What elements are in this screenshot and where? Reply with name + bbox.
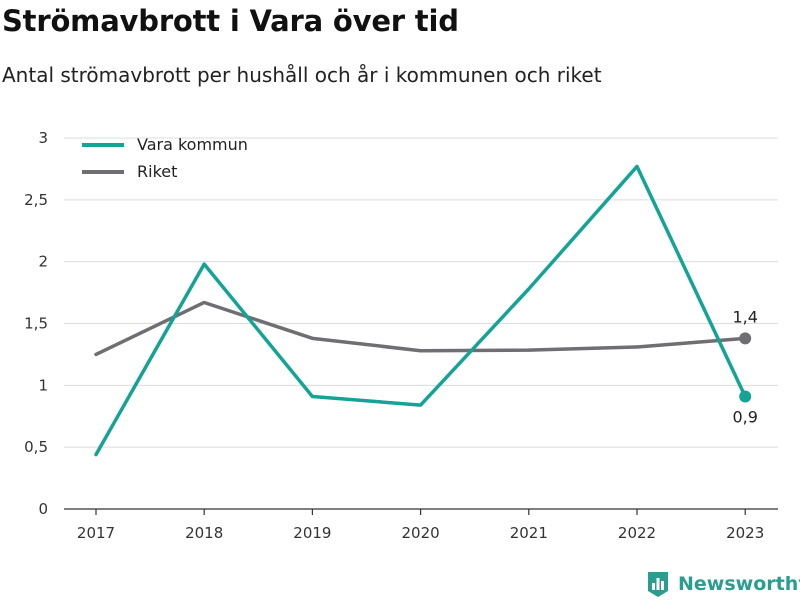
y-tick-label: 3 [38, 129, 48, 147]
y-tick-label: 1 [38, 376, 48, 394]
x-tick-label: 2022 [618, 524, 656, 542]
chart-title: Strömavbrott i Vara över tid [2, 4, 459, 38]
legend-label-riket: Riket [137, 162, 177, 181]
y-tick-label: 2 [38, 253, 48, 271]
x-tick-label: 2019 [293, 524, 331, 542]
end-point-riket [739, 332, 752, 345]
end-point-vara [739, 390, 752, 403]
legend-label-vara: Vara kommun [137, 135, 248, 154]
chart-subtitle: Antal strömavbrott per hushåll och år i … [2, 63, 602, 87]
x-tick-label: 2018 [185, 524, 223, 542]
data-label-riket: 1,4 [732, 307, 757, 326]
brand-name: Newsworthy [678, 573, 800, 595]
y-tick-label: 0 [38, 500, 48, 518]
x-tick-label: 2020 [402, 524, 440, 542]
newsworthy-logo: Newsworthy [646, 569, 800, 599]
y-tick-label: 1,5 [24, 315, 48, 333]
data-label-vara: 0,9 [732, 407, 757, 426]
bar-chart-icon [648, 572, 668, 597]
y-tick-label: 0,5 [24, 438, 48, 456]
y-tick-label: 2,5 [24, 191, 48, 209]
series-line-vara [94, 164, 747, 457]
series-line-riket [94, 300, 747, 357]
x-tick-label: 2017 [77, 524, 115, 542]
x-tick-label: 2023 [726, 524, 764, 542]
x-tick-label: 2021 [510, 524, 548, 542]
